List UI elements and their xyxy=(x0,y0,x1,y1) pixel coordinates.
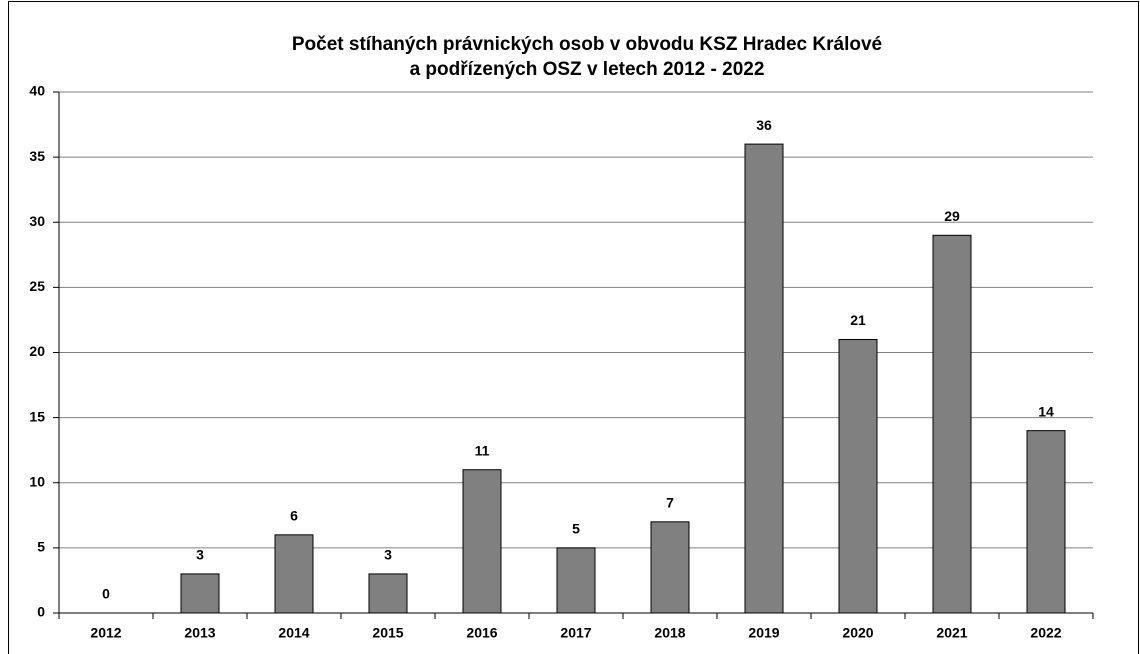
data-label: 3 xyxy=(384,547,392,563)
bar xyxy=(556,547,596,614)
y-tick-label: 20 xyxy=(29,343,45,359)
x-tick-label: 2021 xyxy=(936,625,967,641)
data-label: 11 xyxy=(475,442,490,458)
x-tick-label: 2017 xyxy=(560,625,591,641)
data-label: 29 xyxy=(944,208,960,224)
y-tick-label: 10 xyxy=(29,473,45,489)
y-tick-label: 30 xyxy=(29,213,45,229)
chart-title: Počet stíhaných právnických osob v obvod… xyxy=(292,34,882,55)
bar xyxy=(274,534,314,614)
chart-title: a podřízených OSZ v letech 2012 - 2022 xyxy=(410,59,765,80)
bar xyxy=(838,338,878,614)
y-tick-label: 5 xyxy=(37,539,45,555)
bar xyxy=(650,521,690,614)
x-tick-label: 2019 xyxy=(748,625,779,641)
bar xyxy=(368,573,408,614)
data-label: 6 xyxy=(290,508,298,524)
x-tick-label: 2022 xyxy=(1030,625,1061,641)
x-tick-label: 2015 xyxy=(372,625,403,641)
data-label: 7 xyxy=(666,495,674,511)
data-label: 3 xyxy=(196,547,204,563)
x-tick-label: 2014 xyxy=(278,625,309,641)
x-tick-label: 2012 xyxy=(90,625,121,641)
data-label: 5 xyxy=(572,521,580,537)
data-label: 21 xyxy=(850,312,866,328)
y-tick-label: 40 xyxy=(29,83,45,99)
y-tick-label: 25 xyxy=(29,278,45,294)
bar xyxy=(180,573,220,614)
x-tick-label: 2016 xyxy=(466,625,497,641)
bar xyxy=(462,469,502,614)
bar xyxy=(1026,430,1066,614)
data-label: 36 xyxy=(756,117,772,133)
y-tick-label: 15 xyxy=(29,408,45,424)
x-tick-label: 2013 xyxy=(184,625,215,641)
x-tick-label: 2018 xyxy=(654,625,685,641)
x-tick-label: 2020 xyxy=(842,625,873,641)
bar xyxy=(932,234,972,614)
data-label: 14 xyxy=(1038,403,1054,419)
y-tick-label: 35 xyxy=(29,148,45,164)
bar xyxy=(744,143,784,614)
data-label: 0 xyxy=(102,586,110,602)
y-tick-label: 0 xyxy=(37,604,45,620)
